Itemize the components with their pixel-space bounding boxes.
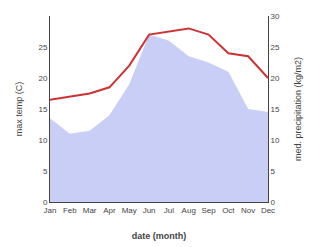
svg-text:15: 15 (271, 105, 280, 114)
svg-text:Jul: Jul (164, 206, 174, 215)
svg-text:15: 15 (38, 105, 47, 114)
svg-text:Nov: Nov (241, 206, 255, 215)
svg-text:10: 10 (38, 136, 47, 145)
svg-text:0: 0 (43, 198, 48, 207)
svg-text:Oct: Oct (222, 206, 235, 215)
svg-text:date (month): date (month) (132, 231, 187, 241)
svg-text:Mar: Mar (83, 206, 97, 215)
svg-text:0: 0 (271, 198, 276, 207)
svg-text:May: May (122, 206, 137, 215)
svg-text:20: 20 (271, 74, 280, 83)
svg-text:max temp (C): max temp (C) (14, 82, 24, 137)
svg-text:Sep: Sep (201, 206, 216, 215)
svg-text:Feb: Feb (63, 206, 77, 215)
svg-text:Apr: Apr (103, 206, 116, 215)
svg-text:25: 25 (271, 43, 280, 52)
svg-text:20: 20 (38, 74, 47, 83)
svg-text:30: 30 (271, 12, 280, 21)
svg-text:10: 10 (271, 136, 280, 145)
svg-text:Jan: Jan (44, 206, 57, 215)
svg-text:Aug: Aug (182, 206, 196, 215)
svg-text:5: 5 (43, 167, 48, 176)
svg-text:Jun: Jun (143, 206, 156, 215)
svg-text:25: 25 (38, 43, 47, 52)
svg-text:5: 5 (271, 167, 276, 176)
svg-text:Dec: Dec (261, 206, 275, 215)
svg-text:med. precipitation (kg/m2): med. precipitation (kg/m2) (293, 57, 303, 161)
